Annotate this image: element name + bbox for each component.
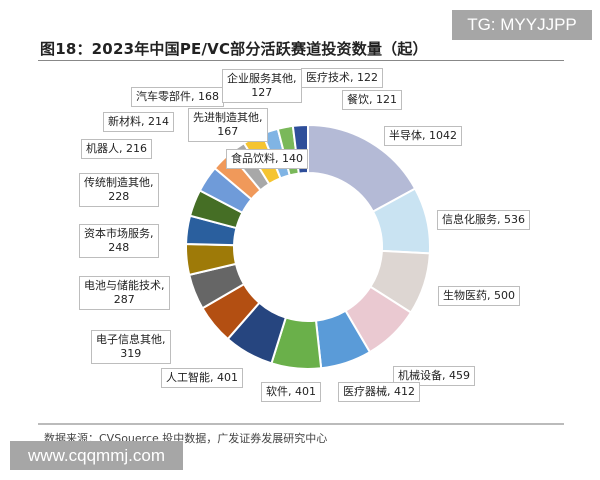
label-machinery: 机械设备, 459 [393, 366, 475, 386]
label-it-services: 信息化服务, 536 [437, 210, 530, 230]
label-medical-tech: 医疗技术, 122 [301, 68, 383, 88]
label-biomedicine: 生物医药, 500 [438, 286, 520, 306]
label-electronic-info-other: 电子信息其他, 319 [91, 330, 171, 364]
footer-divider [38, 423, 564, 425]
label-capital-market: 资本市场服务, 248 [79, 224, 159, 258]
label-new-materials: 新材料, 214 [103, 112, 174, 132]
label-enterprise-services-other: 企业服务其他, 127 [222, 69, 302, 103]
label-medical-devices: 医疗器械, 412 [338, 382, 420, 402]
label-robotics: 机器人, 216 [81, 139, 152, 159]
figure-title: 图18：2023年中国PE/VC部分活跃赛道投资数量（起） [40, 40, 428, 58]
label-software: 软件, 401 [261, 382, 321, 402]
watermark-url: www.cqqmmj.com [10, 441, 183, 470]
title-divider [38, 60, 564, 61]
label-food-beverage: 食品饮料, 140 [226, 149, 308, 169]
label-catering: 餐饮, 121 [342, 90, 402, 110]
label-auto-parts: 汽车零部件, 168 [131, 87, 224, 107]
label-ai: 人工智能, 401 [161, 368, 243, 388]
label-advanced-mfg-other: 先进制造其他, 167 [188, 108, 268, 142]
label-traditional-mfg-other: 传统制造其他, 228 [79, 173, 159, 207]
label-battery-storage: 电池与储能技术, 287 [79, 276, 170, 310]
label-semiconductor: 半导体, 1042 [384, 126, 462, 146]
watermark-tg: TG: MYYJJPP [452, 10, 592, 40]
